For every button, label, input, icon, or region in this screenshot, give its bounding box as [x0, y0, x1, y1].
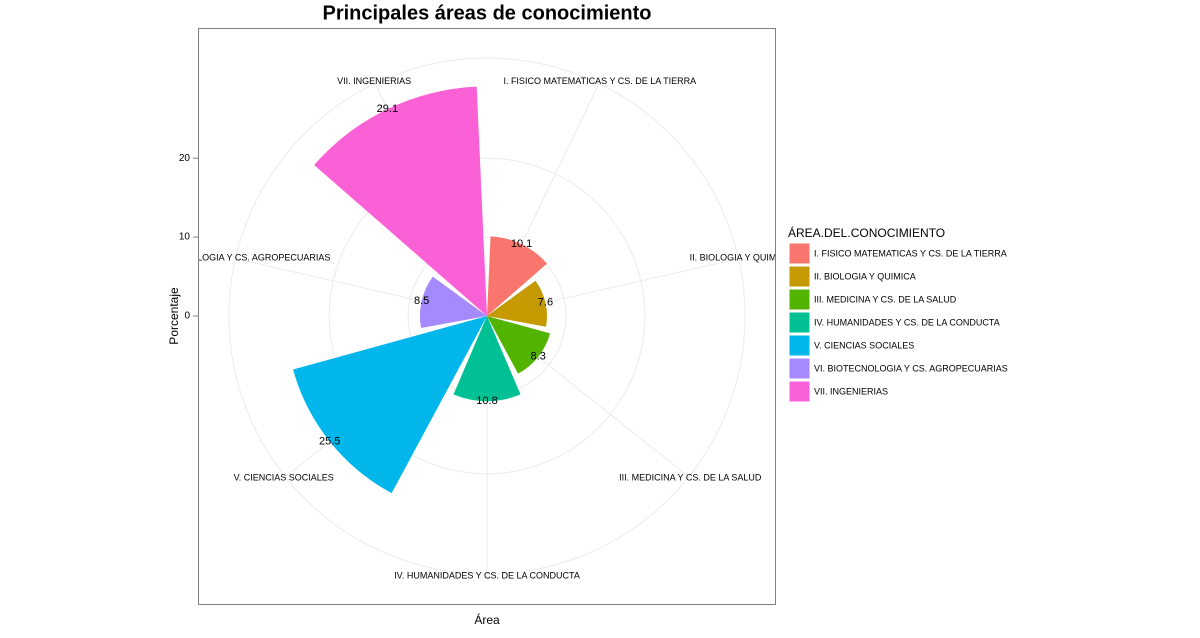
- data-label: 8.3: [531, 351, 546, 363]
- legend-key: [788, 334, 811, 357]
- category-label: I. FISICO MATEMATICAS Y CS. DE LA TIERRA: [503, 76, 696, 86]
- bar: [487, 280, 547, 327]
- legend-title: ÁREA.DEL.CONOCIMIENTO: [788, 225, 945, 240]
- legend-key: [788, 311, 811, 334]
- bar: [487, 316, 551, 374]
- category-label: IV. HUMANIDADES Y CS. DE LA CONDUCTA: [394, 570, 580, 580]
- category-label: II. BIOLOGIA Y QUIMICA: [690, 253, 792, 263]
- category-label: V. CIENCIAS SOCIALES: [234, 472, 334, 482]
- bar: [419, 276, 487, 328]
- x-axis-label: Área: [474, 612, 500, 627]
- legend-label: VI. BIOTECNOLOGIA Y CS. AGROPECUARIAS: [814, 363, 1008, 373]
- data-label: 7.6: [538, 297, 553, 309]
- data-label: 8.5: [414, 295, 429, 307]
- data-label: 25.5: [319, 435, 340, 447]
- legend-key: [788, 288, 811, 311]
- data-label: 10.8: [476, 395, 497, 407]
- bar: [453, 316, 521, 402]
- chart-title: Principales áreas de conocimiento: [322, 2, 651, 24]
- legend-label: VII. INGENIERIAS: [814, 386, 888, 396]
- data-label: 29.1: [377, 103, 398, 115]
- category-label: VII. INGENIERIAS: [337, 76, 411, 86]
- legend-label: IV. HUMANIDADES Y CS. DE LA CONDUCTA: [814, 317, 1000, 327]
- y-axis-label: Porcentaje: [167, 287, 181, 345]
- data-label: 10.1: [511, 238, 532, 250]
- category-label: III. MEDICINA Y CS. DE LA SALUD: [619, 472, 762, 482]
- legend-key: [788, 242, 811, 265]
- y-tick-label: 0: [184, 311, 190, 322]
- legend-label: I. FISICO MATEMATICAS Y CS. DE LA TIERRA: [814, 248, 1007, 258]
- legend-key: [788, 265, 811, 288]
- y-tick-label: 20: [179, 153, 191, 164]
- legend-label: V. CIENCIAS SOCIALES: [814, 340, 914, 350]
- legend-label: II. BIOLOGIA Y QUIMICA: [814, 271, 916, 281]
- bar: [314, 86, 487, 316]
- panel-border: [198, 28, 776, 605]
- category-label: VI. BIOTECNOLOGIA Y CS. AGROPECUARIAS: [137, 253, 331, 263]
- y-tick-label: 10: [179, 232, 191, 243]
- bar: [293, 316, 487, 494]
- bar: [487, 236, 548, 316]
- plot-area: 10.1 I. FISICO MATEMATICAS Y CS. DE LA TI…: [137, 57, 792, 580]
- legend-label: III. MEDICINA Y CS. DE LA SALUD: [814, 294, 957, 304]
- legend-key: [788, 357, 811, 380]
- legend-key: [788, 380, 811, 403]
